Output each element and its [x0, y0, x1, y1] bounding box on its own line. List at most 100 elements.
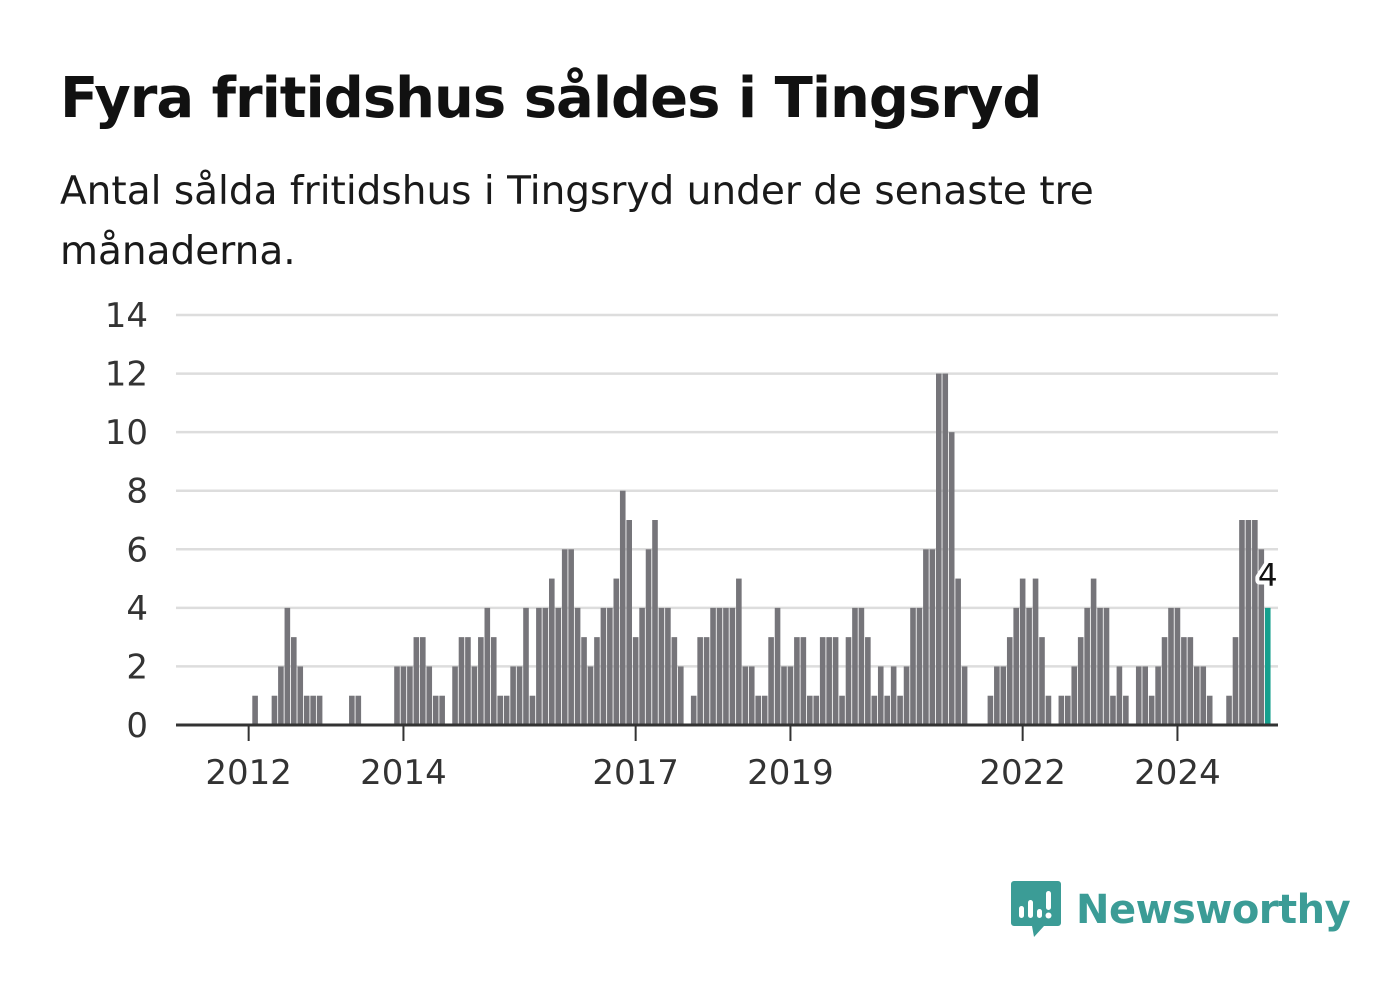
bar [503, 695, 510, 725]
bar [826, 637, 832, 725]
bar [652, 520, 658, 725]
bar [555, 607, 562, 725]
bar [484, 607, 491, 725]
bar [665, 607, 671, 725]
y-axis-labels: 0 2 4 6 8 10 12 14 [105, 296, 148, 746]
bar [1045, 695, 1052, 725]
y-tick-label: 4 [126, 589, 148, 629]
bar [510, 666, 516, 725]
bar [619, 490, 626, 725]
bar [303, 695, 310, 725]
bar [987, 695, 994, 725]
bar [581, 637, 587, 725]
bar [1084, 607, 1090, 725]
bar [490, 637, 497, 725]
bar [291, 637, 297, 725]
bar [1013, 607, 1019, 725]
bar [413, 637, 420, 725]
bar [736, 578, 742, 725]
bar [748, 666, 755, 725]
bar [710, 607, 716, 725]
bar [284, 607, 291, 725]
x-tick-label: 2017 [592, 753, 679, 793]
x-tick-label: 2012 [205, 753, 292, 793]
bar [936, 373, 942, 725]
bar [529, 695, 536, 725]
newsworthy-logo: Newsworthy [1010, 878, 1351, 942]
y-tick-label: 8 [126, 472, 148, 512]
bar [458, 637, 465, 725]
bar [394, 666, 400, 725]
bar [742, 666, 749, 725]
x-tick-label: 2022 [979, 753, 1066, 793]
bar [420, 637, 426, 725]
bar [426, 666, 433, 725]
bar [703, 637, 710, 725]
bar [794, 637, 800, 725]
bar [994, 666, 1000, 725]
bar [471, 666, 478, 725]
bar [587, 666, 594, 725]
bar [1168, 607, 1174, 725]
y-tick-label: 2 [126, 647, 148, 687]
bar [310, 695, 316, 725]
newsworthy-logo-text: Newsworthy [1076, 887, 1351, 933]
bar [1032, 578, 1039, 725]
bar [1006, 637, 1013, 725]
bar [807, 695, 813, 725]
bar [523, 607, 529, 725]
bar [1019, 578, 1026, 725]
bar [852, 607, 858, 725]
x-tick-label: 2024 [1134, 753, 1221, 793]
bar-highlight [1264, 607, 1271, 725]
bar [632, 637, 639, 725]
bar [439, 695, 445, 725]
bar [774, 607, 781, 725]
bar [1116, 666, 1123, 725]
x-tick-label: 2019 [747, 753, 834, 793]
annotation-label: 4 [1258, 558, 1278, 594]
bar [1155, 666, 1161, 725]
bar [452, 666, 458, 725]
bar [568, 549, 574, 725]
last-value-annotation: 44 [1254, 554, 1282, 598]
bar [252, 695, 258, 725]
bar [1071, 666, 1078, 725]
bar [955, 578, 961, 725]
bar [1245, 520, 1252, 725]
bar [271, 695, 278, 725]
bar [549, 578, 555, 725]
bar [832, 637, 839, 725]
bar [1065, 695, 1071, 725]
bar [349, 695, 355, 725]
bar [478, 637, 484, 725]
bar [497, 695, 503, 725]
bar [400, 666, 407, 725]
bar [316, 695, 323, 725]
bar [839, 695, 845, 725]
bar [1226, 695, 1232, 725]
bar [600, 607, 607, 725]
bar [297, 666, 304, 725]
annotation-halo: 4 [1258, 558, 1278, 594]
bar [813, 695, 820, 725]
bar [961, 666, 968, 725]
bar [1258, 549, 1265, 725]
bar [897, 695, 903, 725]
bar [613, 578, 620, 725]
bar [819, 637, 826, 725]
bar [1194, 666, 1200, 725]
bars [252, 373, 1271, 725]
bar [355, 695, 362, 725]
bar [761, 695, 768, 725]
bar [607, 607, 613, 725]
bar [910, 607, 916, 725]
bar [1181, 637, 1187, 725]
y-tick-label: 14 [105, 296, 148, 336]
bar [1142, 666, 1148, 725]
x-axis-ticks: 2012 2014 2017 2019 2022 2024 [205, 725, 1221, 793]
bar [858, 607, 865, 725]
bar [1026, 607, 1032, 725]
bar [755, 695, 761, 725]
